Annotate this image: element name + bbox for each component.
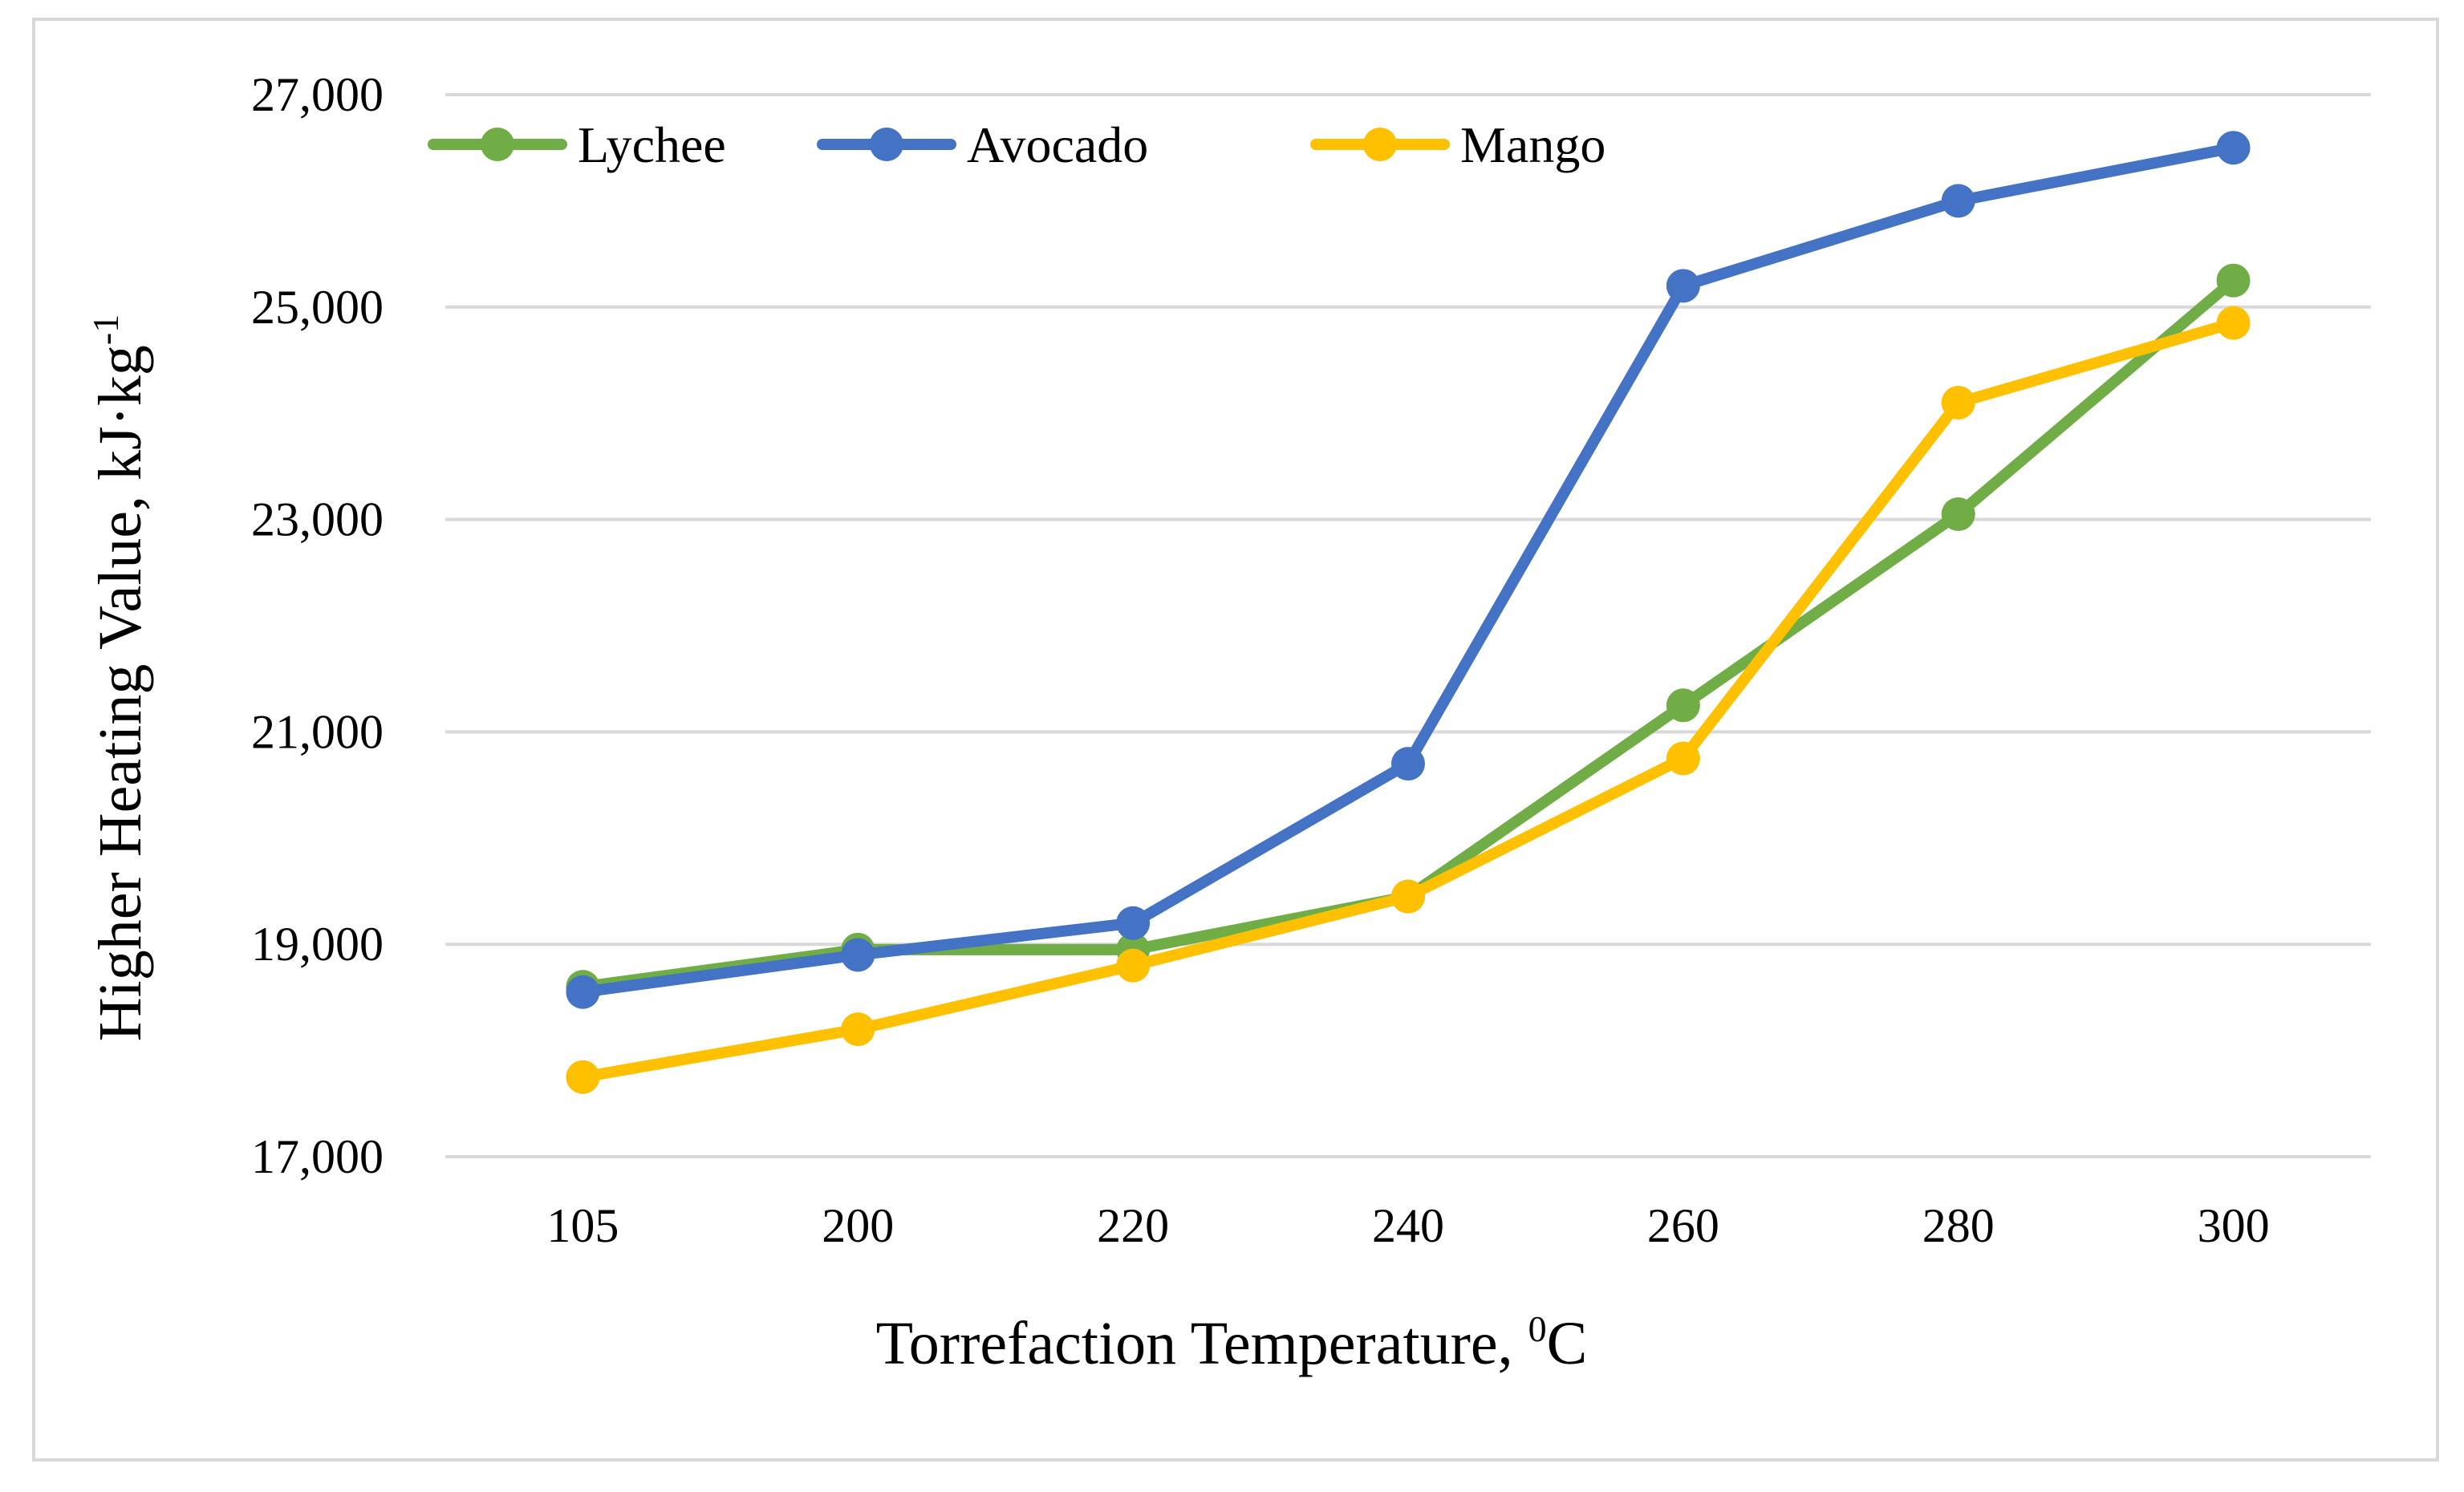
legend-item-mango: Mango: [1310, 116, 1605, 173]
legend-label-avocado: Avocado: [967, 116, 1148, 173]
legend: Lychee Avocado Mango: [428, 116, 1605, 173]
data-point-avocado: [1941, 184, 1975, 218]
data-point-mango: [1116, 948, 1151, 983]
x-tick-label: 105: [546, 1199, 619, 1252]
y-tick-labels: 17,000 19,000 21,000 23,000 25,000 27,000: [251, 68, 384, 1183]
legend-item-lychee: Lychee: [428, 116, 726, 173]
legend-item-avocado: Avocado: [817, 116, 1148, 173]
y-tick-label: 19,000: [251, 918, 384, 971]
x-tick-label: 220: [1097, 1199, 1169, 1252]
x-tick-labels: 105 200 220 240 260 280 300: [546, 1199, 2269, 1252]
data-point-mango: [2216, 306, 2251, 340]
data-point-avocado: [2216, 131, 2251, 165]
data-point-mango: [566, 1060, 600, 1094]
x-tick-label: 300: [2198, 1199, 2270, 1252]
data-point-mango: [841, 1012, 875, 1047]
y-tick-label: 23,000: [251, 493, 384, 546]
data-point-mango: [1941, 385, 1975, 420]
legend-marker-mango: [1363, 128, 1397, 161]
data-point-avocado: [566, 975, 600, 1009]
data-point-avocado: [1666, 269, 1700, 303]
y-tick-label: 21,000: [251, 705, 384, 758]
data-point-lychee: [1941, 497, 1975, 531]
data-point-mango: [1391, 879, 1425, 914]
chart-frame: [32, 18, 2439, 1462]
legend-marker-lychee: [481, 128, 514, 161]
legend-label-lychee: Lychee: [578, 116, 726, 173]
data-point-avocado: [841, 938, 875, 972]
y-tick-label: 17,000: [251, 1130, 384, 1183]
legend-label-mango: Mango: [1460, 116, 1605, 173]
y-tick-label: 25,000: [251, 281, 384, 334]
y-axis-title: Higher Heating Value, kJ·kg-1: [85, 314, 154, 1042]
x-tick-label: 260: [1647, 1199, 1719, 1252]
data-point-avocado: [1391, 747, 1425, 781]
data-point-lychee: [1666, 688, 1700, 723]
series-group: [566, 131, 2251, 1094]
x-tick-label: 200: [822, 1199, 894, 1252]
data-point-lychee: [2216, 263, 2251, 298]
legend-marker-avocado: [870, 128, 903, 161]
gridlines: [445, 93, 2371, 1158]
series-avocado: [566, 131, 2251, 1009]
x-axis-title: Torrefaction Temperature, 0C: [876, 1308, 1588, 1377]
x-tick-label: 280: [1922, 1199, 1995, 1252]
data-point-avocado: [1116, 906, 1151, 940]
series-mango: [566, 306, 2251, 1094]
series-line-avocado: [577, 142, 2239, 998]
data-point-mango: [1666, 741, 1700, 776]
x-tick-label: 240: [1372, 1199, 1444, 1252]
y-tick-label: 27,000: [251, 68, 384, 121]
